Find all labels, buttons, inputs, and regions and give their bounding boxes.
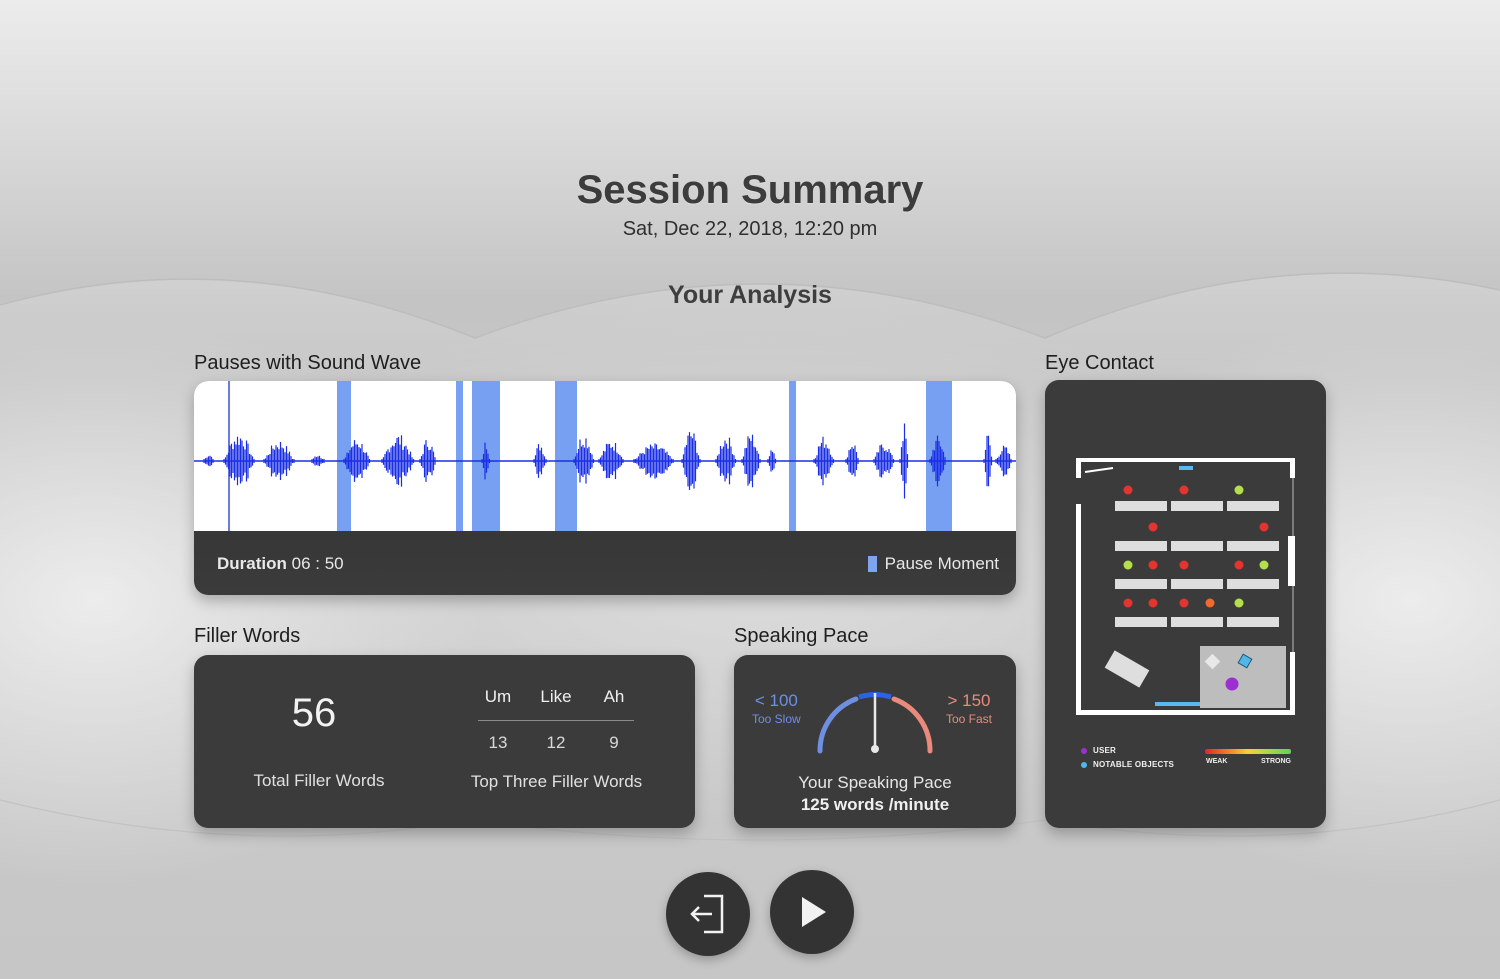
- waveform-graph: [194, 381, 1016, 531]
- filler-total-count: 56: [291, 691, 337, 735]
- filler-top-label: Top Three Filler Words: [470, 772, 643, 791]
- pause-region: [337, 381, 351, 531]
- pace-gauge: [817, 692, 933, 754]
- waveform-area[interactable]: [194, 381, 1016, 531]
- speaking-pace-label: Speaking Pace: [734, 625, 869, 647]
- gauge-pivot: [871, 745, 879, 753]
- pace-slow-label: Too Slow: [752, 712, 801, 726]
- sound-wave-label: Pauses with Sound Wave: [194, 352, 422, 374]
- room-heatmap: [1076, 458, 1295, 715]
- desks: [1115, 501, 1279, 627]
- session-date: Sat, Dec 22, 2018, 12:20 pm: [622, 218, 878, 240]
- filler-top-table: Um Like Ah 13 12 9: [478, 687, 634, 753]
- notable-object: [1204, 653, 1221, 670]
- filler-word: Like: [540, 687, 572, 706]
- pause-legend: Pause Moment: [867, 554, 999, 574]
- scale-weak-label: WEAK: [1206, 758, 1228, 765]
- filler-counts-row: 13 12 9: [478, 733, 634, 753]
- analysis-heading: Your Analysis: [668, 281, 832, 309]
- legend-objects-label: NOTABLE OBJECTS: [1093, 760, 1175, 769]
- filler-words-card: 56 Total Filler Words Um Like Ah 13 12 9…: [194, 655, 695, 828]
- filler-count: 12: [546, 733, 566, 752]
- gauge-slow-arc: [817, 696, 859, 754]
- door-marker: [1084, 467, 1114, 473]
- user-marker: [1225, 677, 1239, 691]
- eye-contact-card: USER NOTABLE OBJECTS WEAK STRONG: [1045, 380, 1326, 828]
- pace-slow-indicator: < 100 Too Slow: [752, 691, 801, 726]
- duration-value: 06 : 50: [291, 554, 344, 573]
- exit-button[interactable]: [666, 872, 750, 956]
- pace-slow-value: < 100: [754, 691, 798, 710]
- pace-fast-indicator: > 150 Too Fast: [946, 691, 992, 726]
- notable-object: [1237, 653, 1253, 669]
- pace-fast-value: > 150: [947, 691, 991, 710]
- sound-wave-card[interactable]: Duration 06 : 50 Pause Moment: [194, 381, 1016, 595]
- strength-scale-bar: [1205, 749, 1291, 754]
- seats: [1123, 485, 1269, 608]
- gauge-fast-arc: [891, 696, 933, 754]
- pace-value: 125 words /minute: [800, 795, 950, 814]
- eye-contact-label: Eye Contact: [1045, 352, 1154, 374]
- filler-words-label: Filler Words: [194, 625, 301, 647]
- legend-objects: NOTABLE OBJECTS: [1081, 760, 1174, 769]
- duration-display: Duration 06 : 50: [217, 554, 344, 574]
- notable-object: [1155, 702, 1217, 706]
- pace-fast-label: Too Fast: [945, 712, 992, 726]
- user-dot-icon: [1081, 747, 1087, 754]
- exit-icon: [690, 894, 724, 934]
- filler-word: Ah: [603, 687, 625, 706]
- filler-divider: [478, 720, 634, 721]
- object-dot-icon: [1081, 761, 1087, 768]
- pace-caption: Your Speaking Pace: [798, 773, 952, 792]
- filler-total-label: Total Filler Words: [253, 771, 385, 790]
- page-title: Session Summary: [576, 168, 924, 212]
- pause-region: [789, 381, 796, 531]
- room-walls: [1076, 458, 1295, 715]
- waveform-bursts: [203, 423, 1012, 499]
- scale-strong-label: STRONG: [1261, 758, 1291, 765]
- pause-swatch-icon: [867, 556, 877, 572]
- duration-label: Duration: [217, 554, 287, 573]
- pause-legend-label: Pause Moment: [884, 554, 999, 573]
- speaking-pace-card: < 100 Too Slow > 150 Too Fast Your Speak…: [734, 655, 1016, 828]
- filler-count: 13: [488, 733, 508, 752]
- play-icon: [802, 897, 826, 927]
- legend-user-label: USER: [1093, 746, 1117, 755]
- pause-region: [555, 381, 577, 531]
- filler-words-header: Um Like Ah: [478, 687, 634, 707]
- notable-object: [1104, 650, 1150, 688]
- play-button[interactable]: [770, 870, 854, 954]
- pause-region: [456, 381, 463, 531]
- notable-object: [1179, 466, 1193, 470]
- filler-word: Um: [484, 687, 512, 706]
- legend-user: USER: [1081, 746, 1116, 755]
- filler-count: 9: [609, 733, 619, 752]
